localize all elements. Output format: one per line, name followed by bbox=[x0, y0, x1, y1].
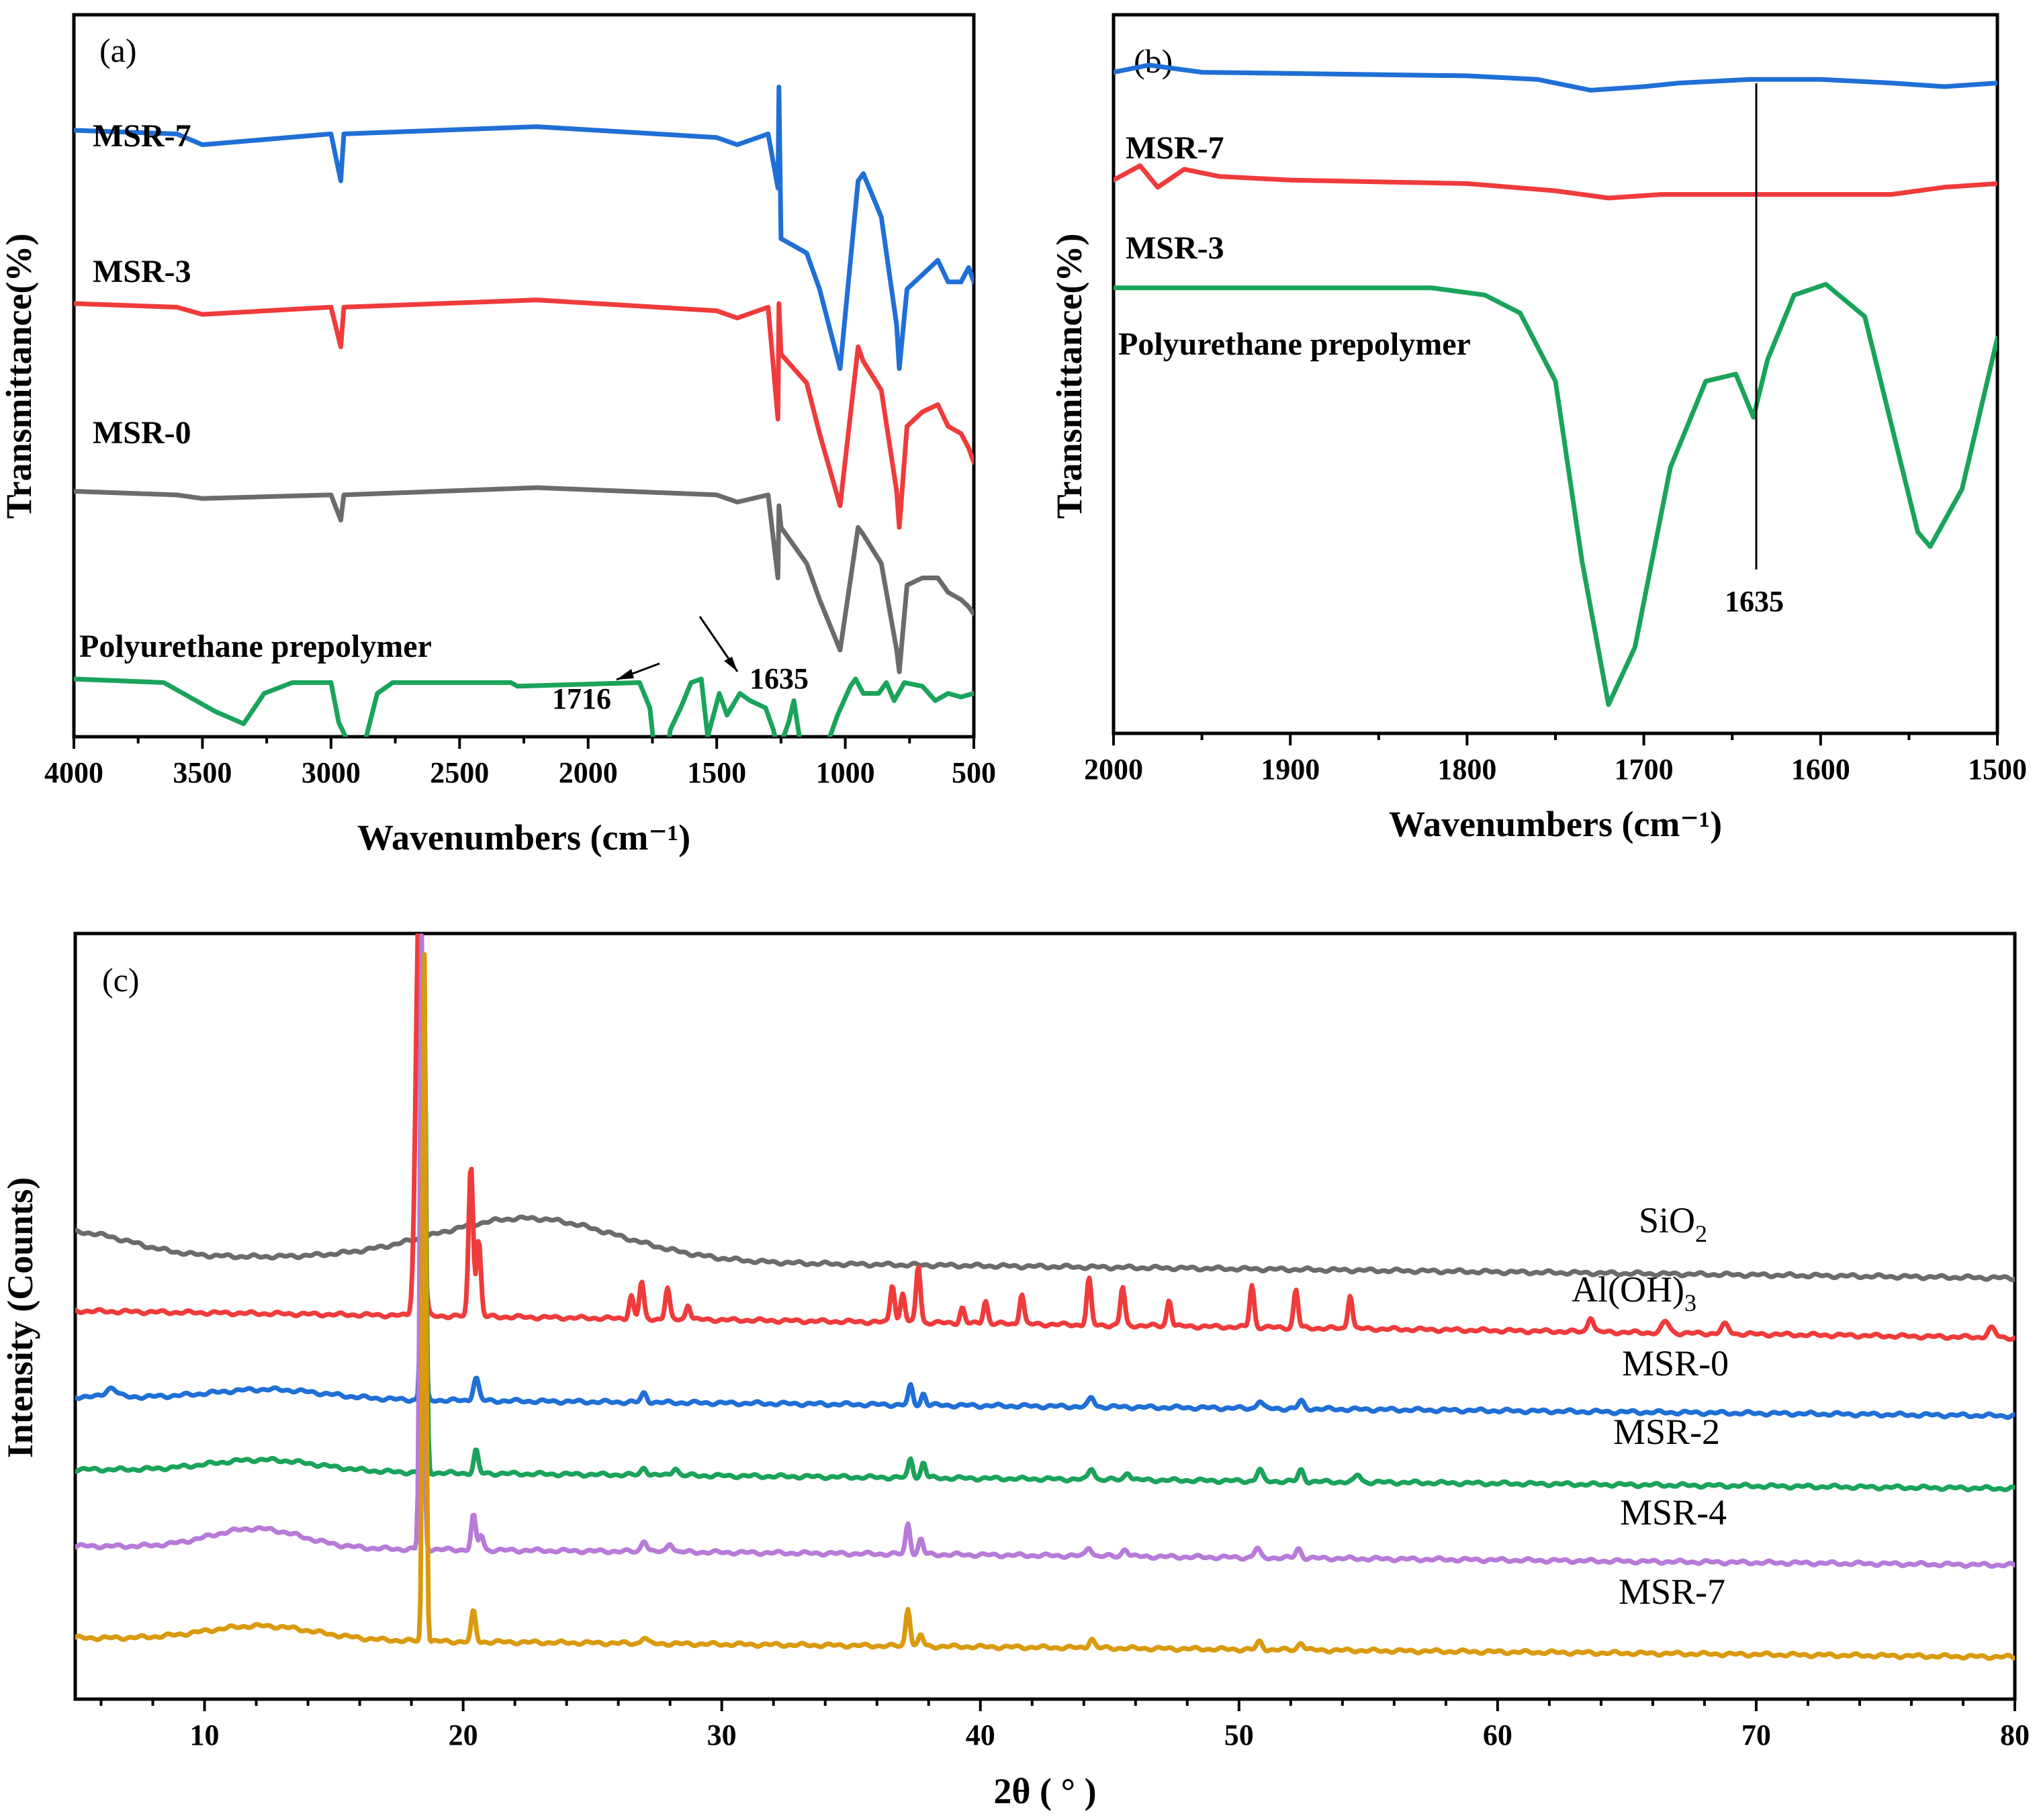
series-msr-7-line bbox=[1114, 62, 1997, 93]
series-label-text: MSR-7 bbox=[1619, 1572, 1725, 1612]
series-label-sio2: SiO2 bbox=[1639, 1200, 1707, 1247]
panel-c-label: (c) bbox=[102, 961, 140, 999]
panel-c-frame bbox=[73, 931, 2017, 1701]
x-tick-label-80: 80 bbox=[2000, 1719, 2030, 1751]
series-label-text: MSR-0 bbox=[93, 415, 191, 451]
annotation-1635-a: 1635 bbox=[750, 662, 809, 695]
panel-b-ylabel: Transmittance(%) bbox=[1049, 234, 1089, 519]
series-label-msr-7: MSR-7 bbox=[1126, 130, 1224, 166]
panel-a-xlabel: Wavenumbers (cm⁻¹) bbox=[357, 817, 690, 858]
annotation-arrowhead-1635 bbox=[724, 657, 737, 672]
annotation-arrowhead-1716 bbox=[617, 669, 634, 680]
panel-b-ticks: 2000 1900 1800 1700 1600 1500 bbox=[1084, 733, 2027, 786]
series-label-text: MSR-2 bbox=[1613, 1412, 1720, 1452]
series-label-text: Polyurethane prepolymer bbox=[79, 629, 432, 664]
panel-b-labels: MSR-7 MSR-3 Polyurethane prepolymer bbox=[1118, 130, 1471, 362]
x-tick-label-10: 10 bbox=[190, 1719, 220, 1751]
x-tick-label-1700: 1700 bbox=[1615, 753, 1674, 786]
x-tick-label-2000: 2000 bbox=[559, 756, 618, 789]
x-tick-label-1000: 1000 bbox=[816, 756, 875, 789]
x-tick-label-1800: 1800 bbox=[1437, 753, 1496, 786]
panel-b-frame bbox=[1112, 13, 1999, 735]
x-tick-label-1500: 1500 bbox=[687, 756, 746, 789]
series-label-text: Al(OH) bbox=[1572, 1269, 1684, 1310]
panel-a-ylabel: Transmittance(%) bbox=[0, 234, 39, 519]
x-tick-label-3000: 3000 bbox=[302, 756, 361, 789]
series-label-msr-4: MSR-4 bbox=[1620, 1492, 1727, 1533]
series-msr-3-line bbox=[1114, 163, 1997, 201]
series-label-text: MSR-4 bbox=[1620, 1492, 1727, 1533]
panel-b-label: (b) bbox=[1134, 42, 1173, 80]
x-tick-label-70: 70 bbox=[1741, 1719, 1771, 1751]
series-label-text: MSR-7 bbox=[1126, 130, 1224, 166]
series-msr-7-line bbox=[74, 85, 974, 371]
series-msr-7-line bbox=[75, 952, 2015, 1662]
panel-b-xlabel: Wavenumbers (cm⁻¹) bbox=[1389, 804, 1722, 844]
x-tick-label-30: 30 bbox=[707, 1719, 737, 1751]
series-msr-0-line bbox=[74, 485, 974, 674]
panel-b-series bbox=[1114, 62, 1997, 707]
annotation-1716: 1716 bbox=[552, 682, 611, 715]
x-tick-label-500: 500 bbox=[952, 756, 996, 789]
x-tick-label-1500: 1500 bbox=[1968, 753, 2027, 786]
panel-a: (a) 4000 3500 3000 2500 2000 1500 1000 500 MSR-… bbox=[0, 13, 996, 858]
x-tick-label-2500: 2500 bbox=[430, 756, 489, 789]
series-msr-4-line bbox=[75, 934, 2015, 1569]
series-label-subscript: 3 bbox=[1684, 1289, 1696, 1316]
panel-a-labels: MSR-7 MSR-3 MSR-0 Polyurethane prepolymer bbox=[79, 118, 432, 664]
series-label-text: SiO bbox=[1639, 1200, 1695, 1240]
panel-a-ticks: 4000 3500 3000 2500 2000 1500 1000 500 bbox=[44, 737, 996, 789]
series-label-subscript: 2 bbox=[1695, 1220, 1707, 1247]
series-label-msr-2: MSR-2 bbox=[1613, 1412, 1720, 1452]
series-label-text: MSR-3 bbox=[93, 254, 191, 289]
x-tick-label-40: 40 bbox=[966, 1719, 995, 1751]
series-label-al-oh-3: Al(OH)3 bbox=[1572, 1269, 1696, 1316]
panel-c: (c) 10 20 30 40 50 60 70 80 SiO2 Al(OH)3 MSR-0 MSR… bbox=[0, 931, 2030, 1811]
series-sio2-line bbox=[75, 1214, 2015, 1283]
panel-a-label: (a) bbox=[99, 32, 137, 69]
x-tick-label-20: 20 bbox=[449, 1719, 478, 1751]
series-polyurethane-prepolymer-line bbox=[74, 676, 974, 737]
panel-a-series bbox=[74, 85, 974, 737]
series-label-msr-3: MSR-3 bbox=[1126, 230, 1224, 266]
series-label-text: Polyurethane prepolymer bbox=[1118, 326, 1471, 362]
x-tick-label-2000: 2000 bbox=[1084, 753, 1143, 786]
x-tick-label-50: 50 bbox=[1224, 1719, 1254, 1751]
panel-c-xlabel: 2θ ( ° ) bbox=[993, 1771, 1096, 1811]
series-label-msr-7: MSR-7 bbox=[93, 118, 191, 154]
panel-c-labels: SiO2 Al(OH)3 MSR-0 MSR-2 MSR-4 MSR-7 bbox=[1572, 1200, 1729, 1612]
series-label-polyurethane-prepolymer: Polyurethane prepolymer bbox=[1118, 326, 1471, 362]
series-polyurethane-prepolymer-line bbox=[1114, 281, 1997, 707]
series-label-polyurethane-prepolymer: Polyurethane prepolymer bbox=[79, 629, 432, 664]
series-label-text: MSR-3 bbox=[1126, 230, 1224, 266]
panel-c-ylabel: Intensity (Counts) bbox=[0, 1177, 40, 1459]
series-label-msr-7: MSR-7 bbox=[1619, 1572, 1725, 1612]
series-msr-0-line bbox=[75, 976, 2015, 1420]
series-msr-3-line bbox=[74, 298, 974, 530]
series-label-msr-3: MSR-3 bbox=[93, 254, 191, 289]
annotation-1635-b: 1635 bbox=[1725, 585, 1784, 618]
x-tick-label-1600: 1600 bbox=[1791, 753, 1850, 786]
series-msr-2-line bbox=[75, 995, 2015, 1492]
x-tick-label-1900: 1900 bbox=[1261, 753, 1320, 786]
series-al-oh-3-line bbox=[75, 934, 2015, 1343]
series-label-text: MSR-7 bbox=[93, 118, 191, 154]
series-label-msr-0: MSR-0 bbox=[1622, 1343, 1729, 1383]
series-label-text: MSR-0 bbox=[1622, 1343, 1729, 1383]
panel-b: (b) 2000 1900 1800 1700 1600 1500 MSR-7 MSR-3 P… bbox=[1049, 13, 2027, 844]
x-tick-label-3500: 3500 bbox=[173, 756, 232, 789]
series-label-msr-0: MSR-0 bbox=[93, 415, 191, 451]
x-tick-label-60: 60 bbox=[1483, 1719, 1512, 1751]
panel-c-ticks: 10 20 30 40 50 60 70 80 bbox=[99, 1699, 2030, 1751]
panel-c-series bbox=[75, 934, 2015, 1662]
x-tick-label-4000: 4000 bbox=[44, 756, 103, 789]
